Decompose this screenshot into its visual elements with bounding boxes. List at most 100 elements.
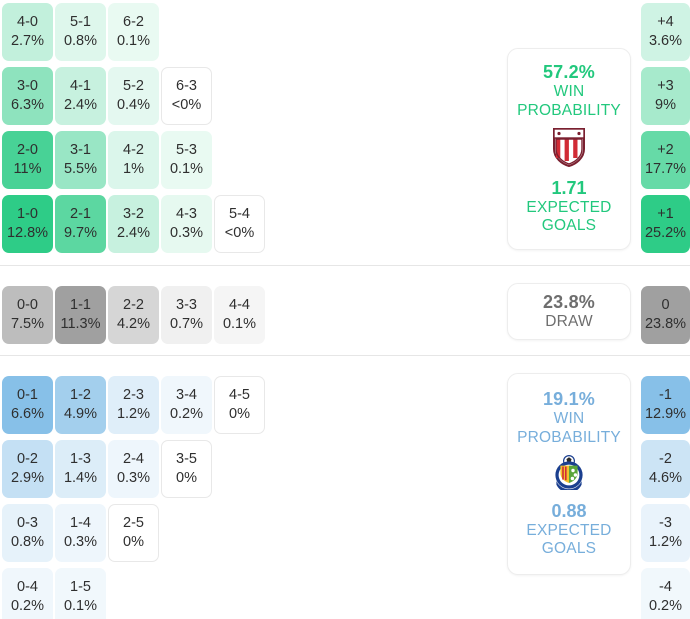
- scoreline-cell[interactable]: 0-3 0.8%: [2, 504, 53, 562]
- goal-margin-label: +2: [657, 142, 674, 159]
- scoreline-cell[interactable]: 2-2 4.2%: [108, 286, 159, 344]
- scoreline-score: 1-2: [70, 387, 91, 404]
- goal-margin-cell[interactable]: -4 0.2%: [641, 568, 690, 619]
- scoreline-score: 5-3: [176, 142, 197, 159]
- scoreline-cell[interactable]: 3-3 0.7%: [161, 286, 212, 344]
- scoreline-score: 3-3: [176, 297, 197, 314]
- scoreline-cell[interactable]: 1-2 4.9%: [55, 376, 106, 434]
- scoreline-cell[interactable]: 2-4 0.3%: [108, 440, 159, 498]
- scoreline-cell[interactable]: 4-2 1%: [108, 131, 159, 189]
- scoreline-cell[interactable]: 1-4 0.3%: [55, 504, 106, 562]
- scoreline-cell[interactable]: 4-5 0%: [214, 376, 265, 434]
- scoreline-probability: 0.7%: [169, 316, 204, 332]
- scoreline-probability: 0.3%: [63, 534, 98, 550]
- goal-margin-probability: 0.2%: [648, 598, 683, 614]
- scoreline-score: 2-0: [17, 142, 38, 159]
- scoreline-probability: 2.9%: [10, 470, 45, 486]
- scoreline-cell[interactable]: 4-1 2.4%: [55, 67, 106, 125]
- scoreline-cell[interactable]: 0-2 2.9%: [2, 440, 53, 498]
- goal-margin-cell[interactable]: -2 4.6%: [641, 440, 690, 498]
- scoreline-probability: 0%: [176, 470, 197, 486]
- scoreline-score: 4-3: [176, 206, 197, 223]
- goal-margin-probability: 17.7%: [644, 161, 687, 177]
- scoreline-probability: 0.2%: [10, 598, 45, 614]
- scoreline-cell[interactable]: 5-1 0.8%: [55, 3, 106, 61]
- scoreline-probability: 5.5%: [63, 161, 98, 177]
- scoreline-probability: 1%: [123, 161, 144, 177]
- goal-margin-cell[interactable]: +4 3.6%: [641, 3, 690, 61]
- scoreline-cell[interactable]: 3-0 6.3%: [2, 67, 53, 125]
- scoreline-cell[interactable]: 3-1 5.5%: [55, 131, 106, 189]
- scoreline-score: 3-4: [176, 387, 197, 404]
- scoreline-cell[interactable]: 1-0 12.8%: [2, 195, 53, 253]
- scoreline-cell[interactable]: 6-3 <0%: [161, 67, 212, 125]
- away-win-panel[interactable]: 19.1% WIN PROBABILITY 0.88 EXPECTED GOAL…: [507, 373, 631, 575]
- goal-margin-probability: 9%: [655, 97, 676, 113]
- scoreline-cell[interactable]: 4-3 0.3%: [161, 195, 212, 253]
- scoreline-cell[interactable]: 6-2 0.1%: [108, 3, 159, 61]
- scoreline-probability: 0.8%: [63, 33, 98, 49]
- scoreline-probability: 0%: [229, 406, 250, 422]
- away-win-probability: 19.1%: [542, 389, 596, 410]
- scoreline-cell[interactable]: 3-2 2.4%: [108, 195, 159, 253]
- scoreline-score: 4-5: [229, 387, 250, 404]
- section-divider-draw-away: [0, 355, 690, 356]
- scoreline-probability: 4.9%: [63, 406, 98, 422]
- scoreline-probability: 6.3%: [10, 97, 45, 113]
- scoreline-cell[interactable]: 0-4 0.2%: [2, 568, 53, 619]
- goal-margin-probability: 1.2%: [648, 534, 683, 550]
- scoreline-score: 5-2: [123, 78, 144, 95]
- athletic-club-crest: [552, 127, 586, 172]
- scoreline-probability: 0.8%: [10, 534, 45, 550]
- scoreline-probability: 0.2%: [169, 406, 204, 422]
- goal-margin-cell[interactable]: 0 23.8%: [641, 286, 690, 344]
- scoreline-score: 1-0: [17, 206, 38, 223]
- scoreline-probability: 2.7%: [10, 33, 45, 49]
- scoreline-cell[interactable]: 1-1 11.3%: [55, 286, 106, 344]
- scoreline-cell[interactable]: 5-3 0.1%: [161, 131, 212, 189]
- scoreline-cell[interactable]: 0-1 6.6%: [2, 376, 53, 434]
- scoreline-cell[interactable]: 3-5 0%: [161, 440, 212, 498]
- scoreline-probability: 2.4%: [63, 97, 98, 113]
- scoreline-cell[interactable]: 2-0 11%: [2, 131, 53, 189]
- scoreline-probability: 1.4%: [63, 470, 98, 486]
- scoreline-probability: <0%: [171, 97, 202, 113]
- scoreline-cell[interactable]: 4-4 0.1%: [214, 286, 265, 344]
- goal-margin-cell[interactable]: +1 25.2%: [641, 195, 690, 253]
- scoreline-cell[interactable]: 4-0 2.7%: [2, 3, 53, 61]
- scoreline-score: 4-0: [17, 14, 38, 31]
- scoreline-score: 2-4: [123, 451, 144, 468]
- scoreline-probability: 11%: [13, 161, 42, 177]
- goal-margin-cell[interactable]: +3 9%: [641, 67, 690, 125]
- scoreline-cell[interactable]: 1-3 1.4%: [55, 440, 106, 498]
- scoreline-probability: 12.8%: [6, 225, 49, 241]
- scoreline-cell[interactable]: 0-0 7.5%: [2, 286, 53, 344]
- scoreline-cell[interactable]: 5-4 <0%: [214, 195, 265, 253]
- goal-margin-cell[interactable]: +2 17.7%: [641, 131, 690, 189]
- scoreline-probability: 7.5%: [10, 316, 45, 332]
- scoreline-cell[interactable]: 2-5 0%: [108, 504, 159, 562]
- away-probability-label: PROBABILITY: [517, 428, 621, 446]
- scoreline-cell[interactable]: 2-3 1.2%: [108, 376, 159, 434]
- goal-margin-cell[interactable]: -1 12.9%: [641, 376, 690, 434]
- goal-margin-probability: 25.2%: [644, 225, 687, 241]
- scoreline-score: 0-3: [17, 515, 38, 532]
- scoreline-cell[interactable]: 2-1 9.7%: [55, 195, 106, 253]
- away-goals-label: GOALS: [541, 540, 597, 558]
- scoreline-cell[interactable]: 1-5 0.1%: [55, 568, 106, 619]
- scoreline-probability: 0%: [123, 534, 144, 550]
- away-win-label: WIN: [553, 410, 585, 428]
- scoreline-score: 2-5: [123, 515, 144, 532]
- draw-panel[interactable]: 23.8% DRAW: [507, 283, 631, 340]
- home-win-panel[interactable]: 57.2% WIN PROBABILITY 1.71 EXPECTED GOAL…: [507, 48, 631, 250]
- goal-margin-label: -4: [659, 579, 672, 596]
- scoreline-probability: 11.3%: [60, 316, 101, 332]
- scoreline-cell[interactable]: 5-2 0.4%: [108, 67, 159, 125]
- scoreline-probability: 2.4%: [116, 225, 151, 241]
- goal-margin-cell[interactable]: -3 1.2%: [641, 504, 690, 562]
- scoreline-cell[interactable]: 3-4 0.2%: [161, 376, 212, 434]
- home-win-probability: 57.2%: [542, 62, 596, 83]
- scoreline-score: 4-4: [229, 297, 250, 314]
- scoreline-score: 5-4: [229, 206, 250, 223]
